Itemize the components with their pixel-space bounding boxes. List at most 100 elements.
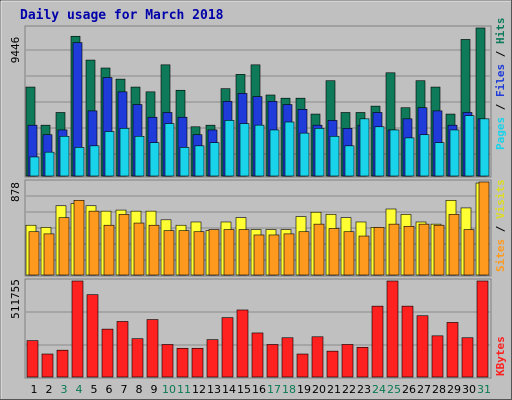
bar-kbytes-day-18 (281, 337, 294, 378)
bar-pages-day-11 (179, 147, 190, 177)
x-tick-label: 7 (121, 383, 128, 396)
x-tick-label: 5 (91, 383, 98, 396)
bar-kbytes-day-22 (341, 344, 354, 378)
bar-kbytes-day-2 (41, 353, 54, 378)
legend-hits: Hits (494, 18, 507, 45)
bar-pages-day-14 (224, 120, 235, 177)
bar-sites-day-2 (43, 233, 55, 276)
legend-sites: Sites (494, 239, 507, 272)
legend-visits-sites: Sites / Visits (494, 179, 507, 272)
bar-sites-day-25 (388, 223, 400, 276)
bar-sites-day-6 (103, 224, 115, 276)
bar-pages-day-24 (374, 126, 385, 177)
x-tick-label: 23 (357, 383, 371, 396)
x-tick-label: 15 (237, 383, 251, 396)
legend-hits-files-pages: Pages / Files / Hits (494, 18, 507, 151)
y-max-label-kbytes: 511755 (9, 279, 22, 319)
bar-kbytes-day-17 (266, 344, 279, 378)
legend-visits: Visits (494, 179, 507, 219)
x-tick-label: 26 (402, 383, 416, 396)
x-tick-label: 1 (31, 383, 38, 396)
bar-sites-day-1 (28, 231, 40, 276)
bar-kbytes-day-3 (56, 349, 69, 378)
bar-kbytes-day-25 (386, 280, 399, 378)
bar-sites-day-27 (418, 223, 430, 276)
legend-pages: Pages (494, 117, 507, 150)
bar-kbytes-day-26 (401, 305, 414, 378)
bar-pages-day-4 (74, 147, 85, 177)
x-tick-label: 21 (327, 383, 341, 396)
bar-kbytes-day-8 (131, 338, 144, 378)
x-tick-label: 3 (61, 383, 68, 396)
bar-kbytes-day-20 (311, 336, 324, 378)
x-axis-day-labels: 1 2 3 4 5 6 7 8 9 10 11 12 13 14 15 16 17 18 19 20 21 22 23 24 2… (31, 383, 492, 396)
bar-sites-day-12 (193, 231, 205, 276)
bar-pages-day-18 (284, 121, 295, 177)
bar-sites-day-17 (268, 234, 280, 276)
chart-title: Daily usage for March 2018 (20, 8, 224, 23)
bar-sites-day-15 (238, 229, 250, 276)
bar-pages-day-12 (194, 145, 205, 177)
bar-pages-day-22 (344, 145, 355, 177)
bar-pages-day-8 (134, 136, 145, 177)
bar-kbytes-day-11 (176, 347, 189, 378)
bar-sites-day-11 (178, 230, 190, 276)
bar-pages-day-30 (464, 115, 475, 177)
legend-sep-1: / (494, 97, 507, 117)
bar-sites-day-19 (298, 231, 310, 276)
bar-sites-day-31 (478, 181, 490, 276)
bar-sites-day-22 (343, 231, 355, 276)
bar-kbytes-day-9 (146, 319, 159, 378)
x-tick-label: 2 (46, 383, 53, 396)
bar-pages-day-15 (239, 123, 250, 177)
bar-sites-day-24 (373, 227, 385, 276)
bar-kbytes-day-13 (206, 339, 219, 378)
x-tick-label: 17 (267, 383, 281, 396)
bar-pages-day-25 (389, 129, 400, 177)
bar-sites-day-26 (403, 226, 415, 276)
bar-kbytes-day-15 (236, 309, 249, 378)
bar-kbytes-day-23 (356, 347, 369, 378)
bar-pages-day-17 (269, 129, 280, 177)
bar-kbytes-day-29 (446, 322, 459, 378)
bar-pages-day-9 (149, 142, 160, 177)
bar-kbytes-day-28 (431, 335, 444, 378)
x-tick-label: 18 (282, 383, 296, 396)
legend-files: Files (494, 64, 507, 97)
x-tick-label: 16 (252, 383, 266, 396)
bar-sites-day-23 (358, 235, 370, 276)
bar-kbytes-day-16 (251, 332, 264, 378)
legend-sep-3: / (494, 219, 507, 239)
x-tick-label: 4 (76, 383, 83, 396)
x-tick-label: 13 (207, 383, 221, 396)
bar-sites-day-4 (73, 200, 85, 276)
bar-sites-day-13 (208, 229, 220, 276)
x-tick-label: 11 (177, 383, 191, 396)
bar-sites-day-14 (223, 229, 235, 276)
bar-kbytes-day-12 (191, 347, 204, 378)
legend-kbytes: KBytes (494, 336, 507, 376)
bar-pages-day-19 (299, 132, 310, 177)
bar-kbytes-day-24 (371, 305, 384, 378)
panel-kbytes: 511755 KBytes (9, 278, 507, 379)
bar-pages-day-5 (89, 145, 100, 177)
bar-sites-day-29 (448, 214, 460, 276)
x-tick-label: 20 (312, 383, 326, 396)
bar-kbytes-day-7 (116, 321, 129, 378)
bar-pages-day-21 (329, 136, 340, 177)
bar-kbytes-day-21 (326, 350, 339, 378)
bar-kbytes-day-5 (86, 294, 99, 378)
bar-sites-day-10 (163, 230, 175, 276)
bar-pages-day-29 (449, 129, 460, 177)
bar-pages-day-3 (59, 136, 70, 177)
bar-pages-day-31 (479, 118, 490, 177)
x-tick-label: 22 (342, 383, 356, 396)
bar-sites-day-16 (253, 234, 265, 276)
x-tick-label: 24 (372, 383, 386, 396)
x-tick-label: 14 (222, 383, 236, 396)
bar-pages-day-20 (314, 128, 325, 177)
x-tick-label: 29 (447, 383, 461, 396)
panel-hits-files-pages: 9446 Pages / Files / Hits (9, 18, 507, 178)
bar-sites-day-28 (433, 224, 445, 276)
